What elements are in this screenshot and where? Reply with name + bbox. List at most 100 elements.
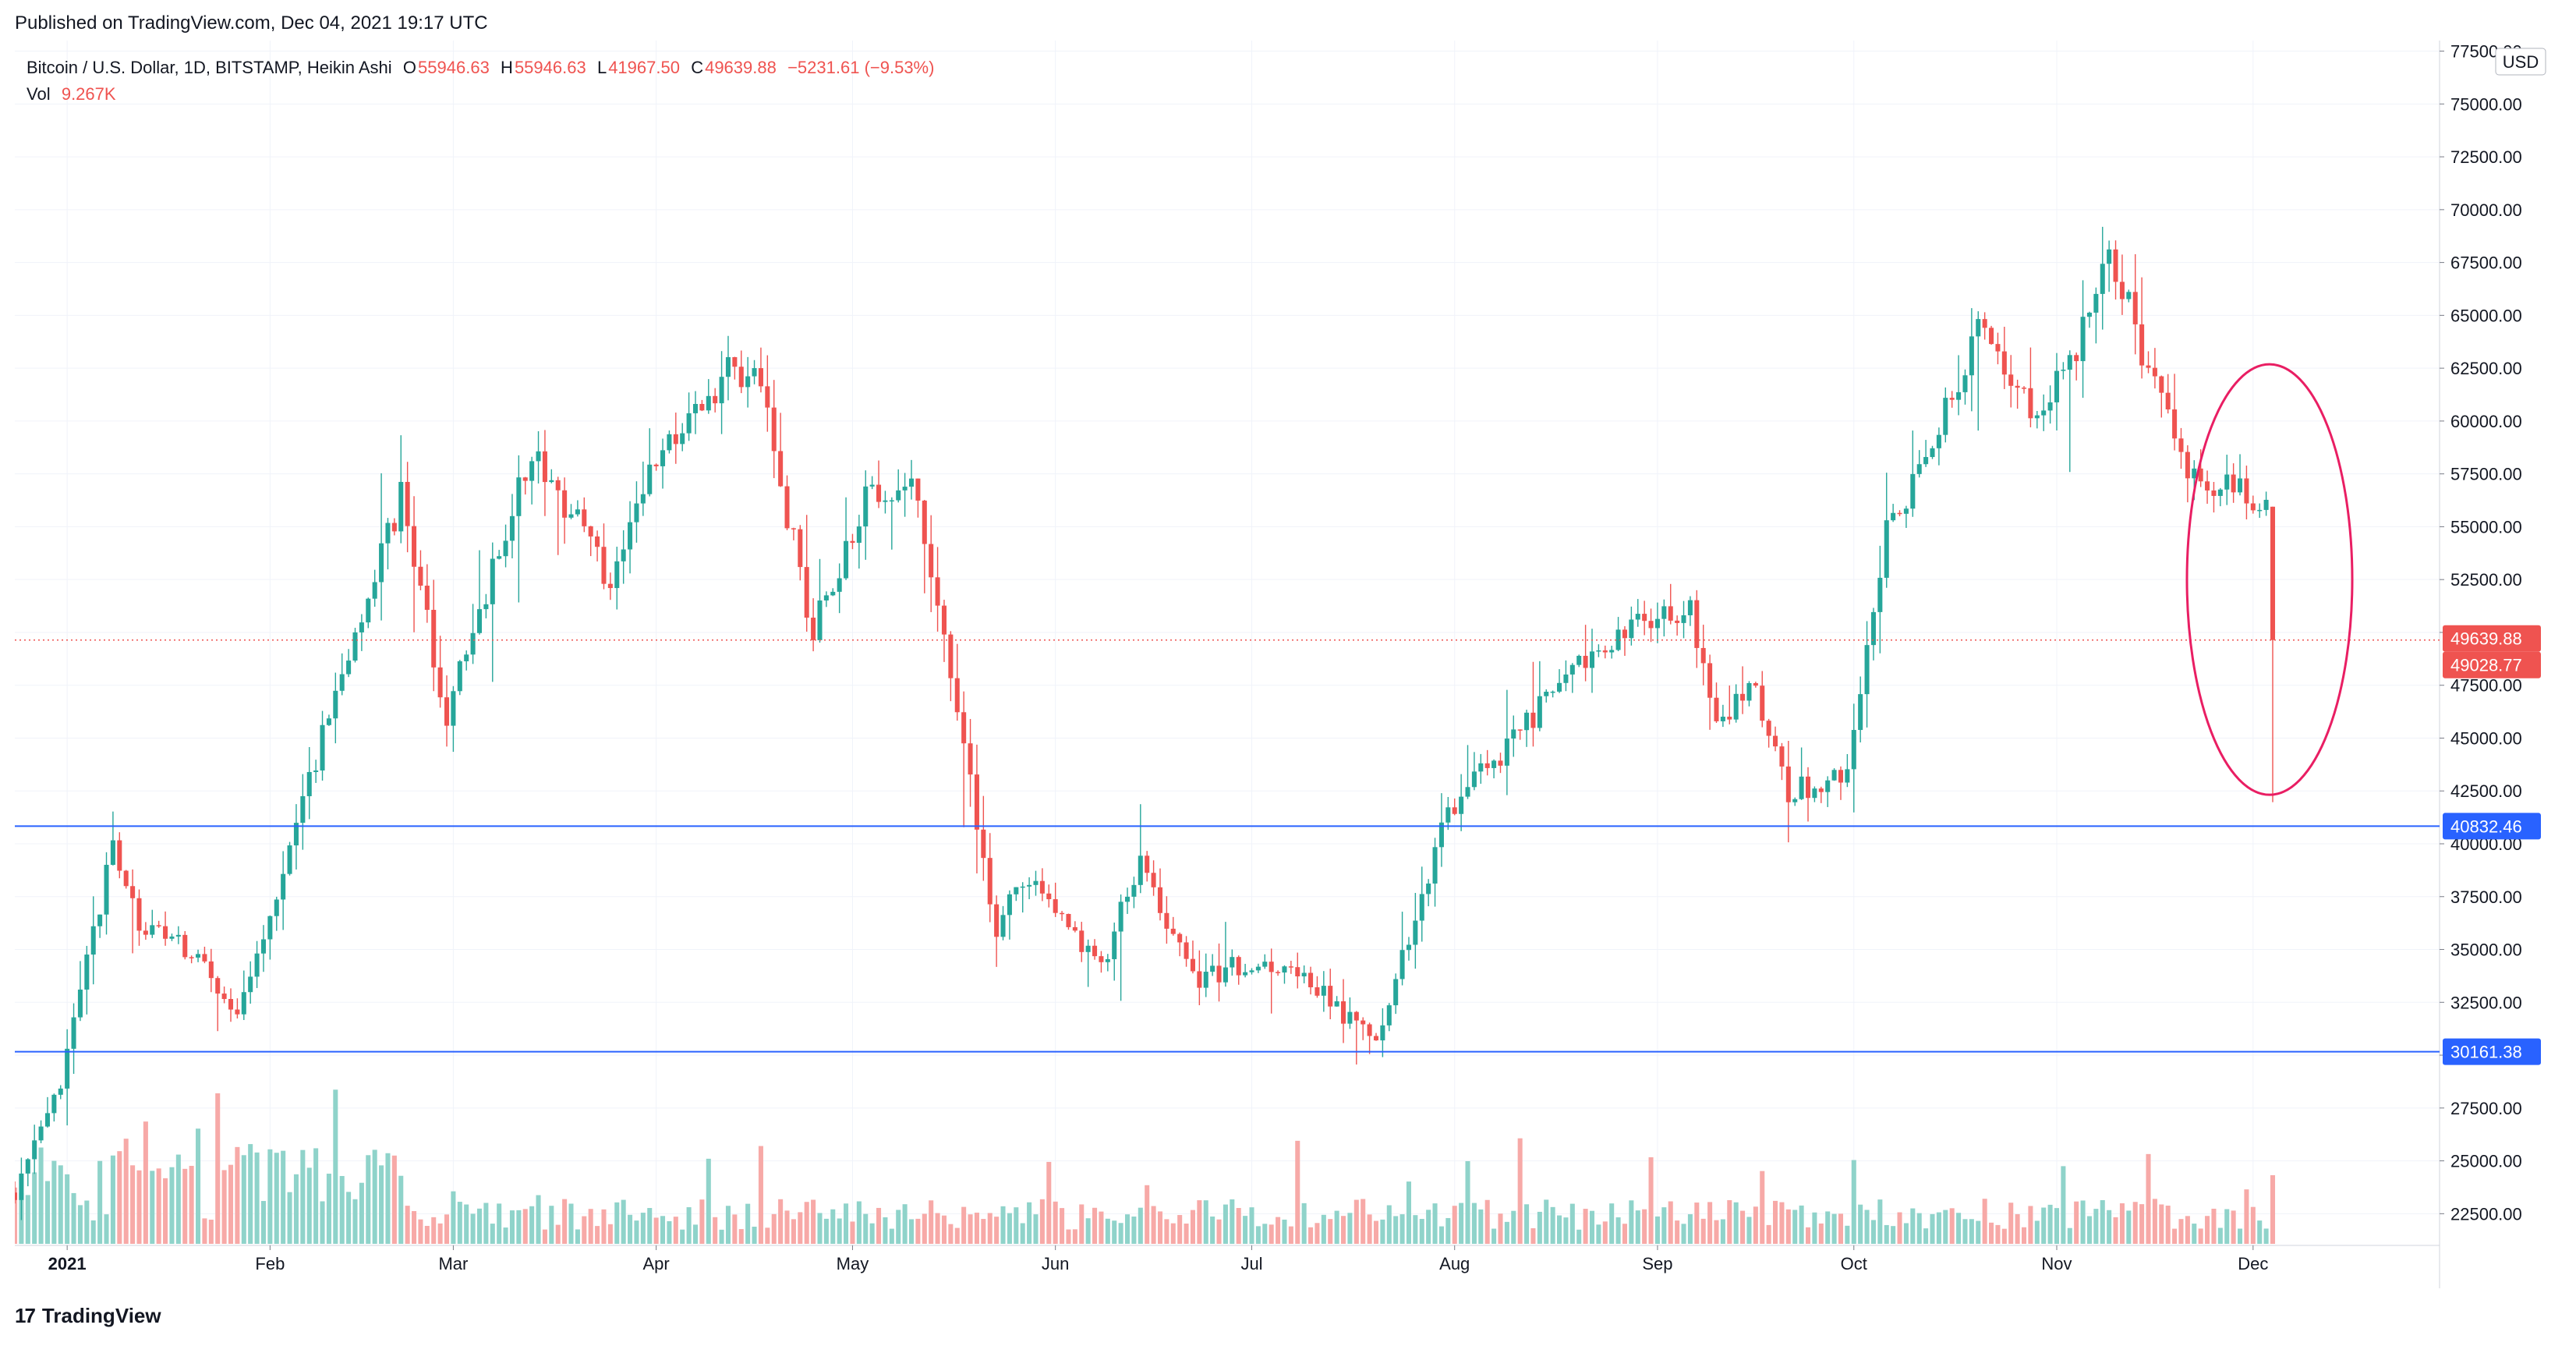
candle-body (38, 1126, 44, 1141)
candle-body (1851, 730, 1856, 770)
chart-frame[interactable]: 22500.0025000.0027500.0030000.0032500.00… (12, 41, 2561, 1288)
candle-body (883, 500, 888, 502)
candle-body (692, 403, 699, 413)
candle-body (444, 697, 450, 726)
volume-bar (136, 1170, 142, 1244)
volume-bar (339, 1176, 345, 1244)
legend-row-volume: Vol 9.267K (27, 81, 936, 108)
volume-bar (1845, 1225, 1850, 1244)
candle-body (1596, 650, 1601, 652)
candle-body (359, 622, 364, 632)
volume-bar (1687, 1214, 1693, 1244)
candle-body (1007, 894, 1012, 916)
candle-body (1419, 894, 1424, 921)
price-tick-label: 32500.00 (2450, 993, 2522, 1012)
time-tick-label: Aug (1439, 1254, 1470, 1273)
candle-body (1353, 1011, 1359, 1021)
candle-body (1000, 915, 1006, 937)
volume-bar (653, 1217, 659, 1244)
candle-body (1112, 931, 1117, 959)
candle-body (778, 451, 784, 487)
candle-body (398, 481, 404, 532)
symbol-title: Bitcoin / U.S. Dollar, 1D, BITSTAMP, Hei… (27, 58, 392, 77)
volume-bar (418, 1219, 423, 1244)
candle-body (163, 926, 168, 939)
volume-bar (260, 1201, 267, 1244)
candle-body (1740, 693, 1746, 701)
volume-bar (804, 1202, 809, 1244)
volume-bar (1452, 1206, 1457, 1244)
candle-body (2041, 410, 2047, 416)
volume-bar (765, 1227, 770, 1244)
candle-body (536, 451, 541, 462)
candle-body (385, 522, 391, 544)
candle-body (935, 577, 940, 606)
candle-body (1648, 621, 1654, 629)
chart-legend: Bitcoin / U.S. Dollar, 1D, BITSTAMP, Hei… (27, 55, 936, 108)
candle-body (908, 478, 915, 487)
volume-bar (391, 1155, 397, 1244)
volume-bar (1484, 1199, 1490, 1244)
candlestick-chart[interactable]: 22500.0025000.0027500.0030000.0032500.00… (12, 41, 2561, 1288)
price-tick-label: 25000.00 (2450, 1152, 2522, 1171)
candle-body (1544, 692, 1549, 696)
volume-bar (1785, 1209, 1791, 1244)
volume-bar (1884, 1224, 1889, 1244)
volume-bar (1733, 1202, 1739, 1244)
volume-bar (1642, 1209, 1647, 1244)
candle-body (562, 490, 568, 518)
candle-body (542, 451, 547, 483)
candle-body (1471, 771, 1477, 788)
candle-body (1445, 807, 1451, 823)
volume-bar (2074, 1201, 2079, 1244)
chart-overlays (15, 363, 2440, 1053)
candle-body (1563, 674, 1569, 683)
volume-bar (1393, 1216, 1399, 1244)
volume-bar (595, 1226, 600, 1244)
volume-bar (497, 1203, 502, 1244)
volume-bar (1544, 1199, 1549, 1244)
volume-bar (954, 1227, 960, 1244)
volume-bar (1831, 1213, 1837, 1244)
candle-body (961, 712, 967, 744)
volume-bar (2185, 1216, 2190, 1244)
low-value: 41967.50 (608, 58, 680, 77)
volume-bar (738, 1229, 744, 1244)
volume-bar (2061, 1166, 2066, 1244)
volume-bar (490, 1224, 495, 1244)
volume-bar (1131, 1216, 1137, 1244)
volume-bar (117, 1151, 122, 1244)
volume-bar (372, 1149, 377, 1244)
currency-button[interactable] (2495, 48, 2546, 76)
candle-body (817, 600, 823, 640)
volume-bar (902, 1204, 908, 1244)
candle-body (784, 486, 790, 529)
candle-body (823, 595, 829, 601)
volume-bar (326, 1174, 331, 1244)
candle-body (915, 478, 921, 501)
candle-body (182, 934, 188, 958)
candle-body (1654, 618, 1660, 629)
support-price-label-bg (2443, 813, 2541, 840)
volume-bar (221, 1170, 227, 1244)
volume-bar (1760, 1171, 1765, 1244)
candle-body (667, 434, 672, 451)
candle-body (2028, 388, 2033, 419)
volume-bar (1399, 1214, 1405, 1244)
candle-body (640, 494, 646, 504)
volume-bar (1936, 1212, 1941, 1244)
tradingview-logo[interactable]: 17 TradingView (15, 1304, 161, 1328)
volume-bar (869, 1223, 875, 1244)
candle-body (1164, 912, 1169, 929)
candle-body (1039, 880, 1045, 894)
volume-bar (1105, 1218, 1110, 1244)
volume-bar (1615, 1217, 1621, 1244)
volume-bar (2028, 1206, 2033, 1244)
volume-bar (1164, 1219, 1169, 1244)
volume-bar (1799, 1205, 1804, 1244)
candle-body (929, 544, 934, 578)
price-tick-label: 47500.00 (2450, 676, 2522, 696)
candle-body (607, 583, 613, 589)
candle-body (1622, 629, 1627, 639)
volume-bar (1694, 1203, 1700, 1244)
